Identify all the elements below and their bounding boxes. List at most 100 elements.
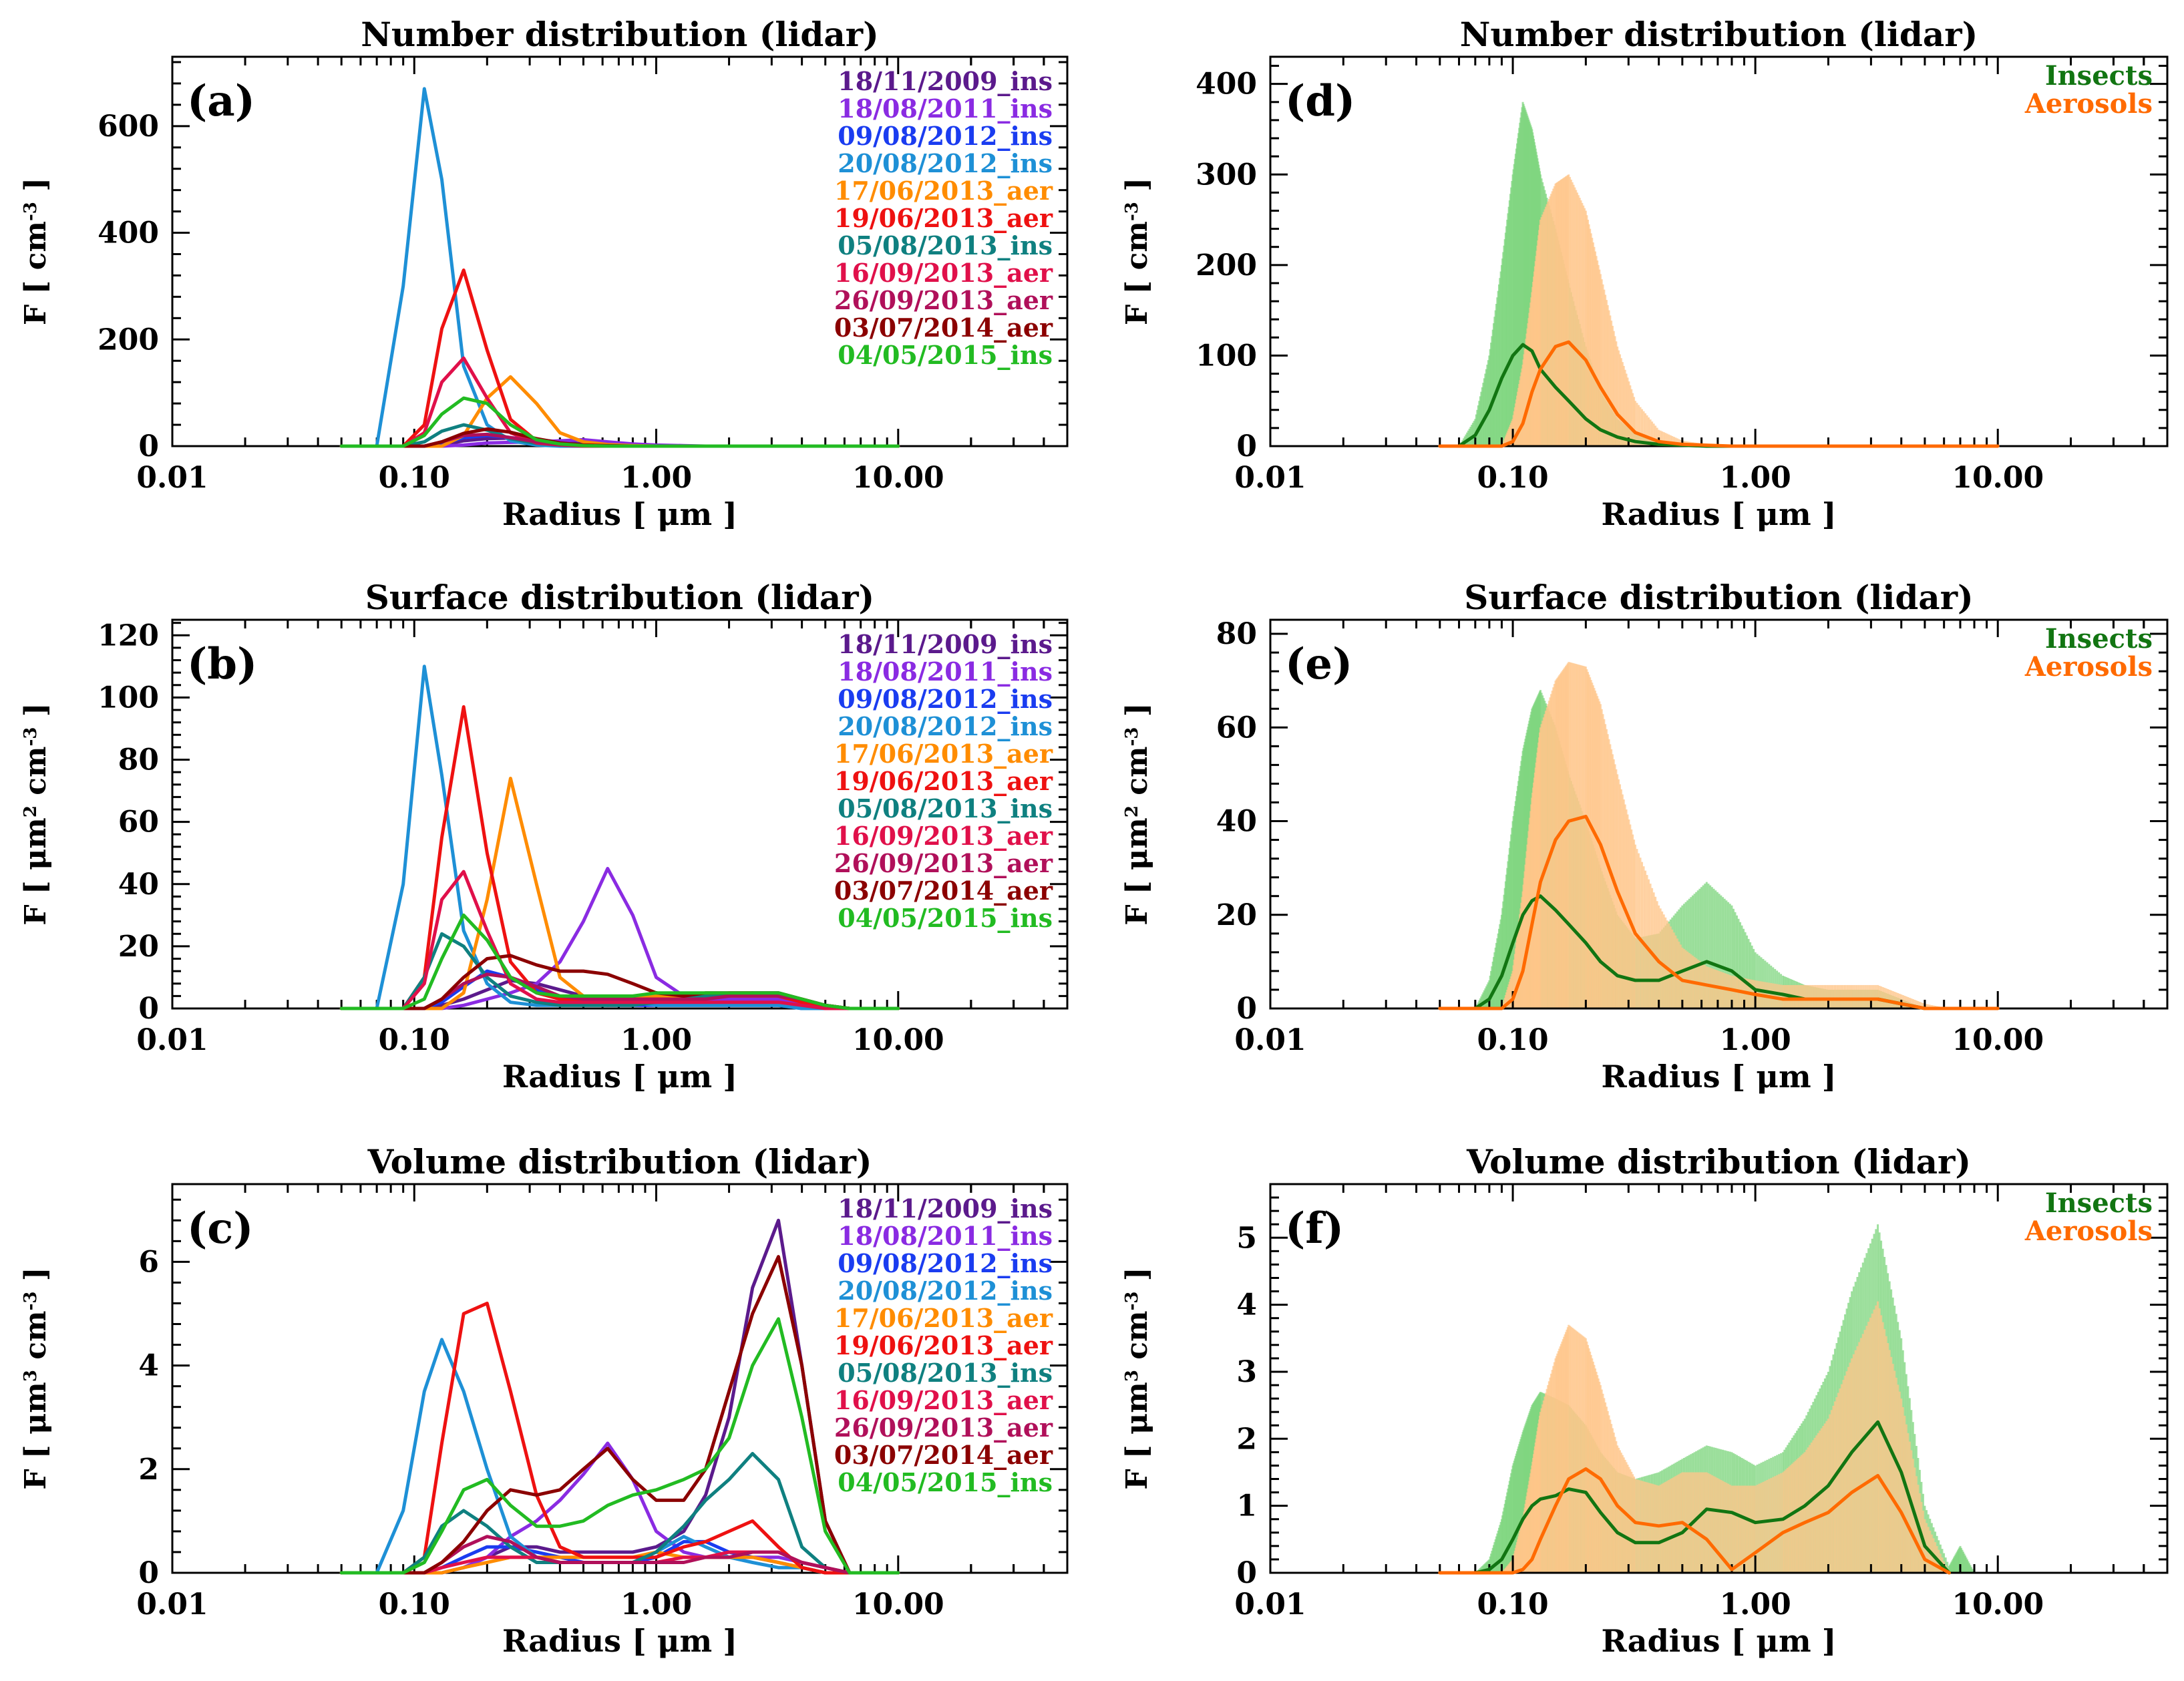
x-axis: 0.01 0.10 1.00 10.00 Radius [ μm ] <box>136 620 1069 1095</box>
legend-entry: 03/07/2014_aer <box>834 313 1053 343</box>
x-axis-label: Radius [ μm ] <box>502 496 737 532</box>
y-tick-label: 600 <box>98 110 159 144</box>
series-line-04-05-2015-ins <box>339 1317 900 1575</box>
legend-entry: 20/08/2012_ins <box>838 148 1053 178</box>
legend-entry: 20/08/2012_ins <box>838 711 1053 741</box>
y-axis-label-sup: -3 <box>21 202 41 221</box>
y-axis-label-tail2: ] <box>1120 1267 1154 1291</box>
y-tick-label: 4 <box>1236 1288 1257 1322</box>
y-axis-label-tail: ] <box>19 178 53 202</box>
legend-entry: 04/05/2015_ins <box>838 903 1053 933</box>
legend-aerosols: Aerosols <box>2024 1216 2153 1247</box>
legend-entry: 18/08/2011_ins <box>838 94 1053 124</box>
series-group <box>1438 340 2000 448</box>
legend-entry: 19/06/2013_aer <box>834 203 1053 233</box>
legend-entry: 26/09/2013_aer <box>834 1413 1053 1443</box>
chart-title: Volume distribution (lidar) <box>367 1142 872 1181</box>
x-tick-label: 1.00 <box>620 461 692 495</box>
x-tick-label: 0.10 <box>379 1023 450 1057</box>
legend-entry: 17/06/2013_aer <box>834 176 1053 206</box>
y-tick-label: 0 <box>138 1556 159 1590</box>
y-tick-label: 80 <box>118 743 159 777</box>
y-axis-label-sup: 2 <box>21 805 41 817</box>
y-axis-label-tail: cm <box>19 746 53 805</box>
legend-entry: 05/08/2013_ins <box>838 793 1053 823</box>
legend-insects: Insects <box>2045 1187 2153 1219</box>
y-tick-label: 0 <box>1236 429 1257 463</box>
y-tick-label: 400 <box>1196 67 1257 102</box>
y-tick-label: 60 <box>1216 711 1257 745</box>
y-axis-label-sup2: -3 <box>1122 727 1142 747</box>
x-axis: 0.01 0.10 1.00 10.00 Radius [ μm ] <box>136 57 1069 532</box>
y-axis: 0 20 40 60 80 F [ μm2 cm-3 ] <box>1120 617 2167 1026</box>
legend-entry: 04/05/2015_ins <box>838 340 1053 370</box>
panel-letter: (d) <box>1285 76 1355 126</box>
legend-entry: 16/09/2013_aer <box>834 258 1053 288</box>
y-tick-label: 1 <box>1236 1489 1257 1523</box>
y-axis-label: F [ cm-3 ] <box>19 178 53 325</box>
series-line-18-08-2011-ins <box>339 867 900 1010</box>
series-line-19-06-2013-aer <box>339 705 900 1010</box>
series-line-04-05-2015-ins <box>339 396 900 448</box>
y-tick-label: 0 <box>138 992 159 1026</box>
legend-insects: Insects <box>2045 623 2153 655</box>
y-tick-label: 0 <box>138 429 159 463</box>
x-tick-label: 10.00 <box>852 1587 944 1622</box>
plot-frame <box>1269 618 2169 1010</box>
x-tick-label: 10.00 <box>1952 461 2044 495</box>
y-tick-label: 40 <box>118 868 159 902</box>
chart-panel-b: 0.01 0.10 1.00 10.00 Radius [ μm ] 0 20 40 60 80 1… <box>19 578 1069 1095</box>
legend-entry: 26/09/2013_aer <box>834 285 1053 315</box>
legend-entry: 17/06/2013_aer <box>834 739 1053 769</box>
legend-entry: 05/08/2013_ins <box>838 230 1053 260</box>
x-tick-label: 10.00 <box>1952 1587 2044 1622</box>
x-tick-label: 10.00 <box>1952 1023 2044 1057</box>
panel-letter: (f) <box>1285 1203 1344 1254</box>
y-axis-label-main: F [ μm <box>1120 1382 1154 1489</box>
series-line-20-08-2012-ins <box>339 87 900 448</box>
legend-entry: 09/08/2012_ins <box>838 121 1053 151</box>
x-tick-label: 1.00 <box>1720 1023 1791 1057</box>
y-axis: 0 200 400 600 F [ cm-3 ] <box>19 61 1067 463</box>
x-tick-label: 10.00 <box>852 1023 944 1057</box>
series-line-aerosols <box>1438 340 2000 448</box>
y-tick-label: 120 <box>98 618 159 652</box>
y-tick-label: 5 <box>1236 1221 1257 1255</box>
y-tick-label: 40 <box>1216 805 1257 839</box>
x-tick-label: 0.01 <box>1234 1023 1306 1057</box>
legend-entry: 26/09/2013_aer <box>834 848 1053 878</box>
legend-entry: 09/08/2012_ins <box>838 1248 1053 1278</box>
legend: 18/11/2009_ins18/08/2011_ins09/08/2012_i… <box>834 66 1053 370</box>
x-tick-label: 1.00 <box>620 1023 692 1057</box>
y-axis-label: F [ μm2 cm-3 ] <box>19 703 53 925</box>
x-tick-label: 0.01 <box>1234 461 1306 495</box>
legend-entry: 09/08/2012_ins <box>838 684 1053 714</box>
x-tick-label: 0.10 <box>1477 461 1548 495</box>
y-axis: 0 20 40 60 80 100 120 F [ μm2 cm-3 ] <box>19 618 1067 1026</box>
x-tick-label: 10.00 <box>852 461 944 495</box>
y-tick-label: 20 <box>1216 898 1257 932</box>
legend-entry: 03/07/2014_aer <box>834 876 1053 906</box>
panel-letter: (c) <box>187 1203 254 1254</box>
chart-title: Number distribution (lidar) <box>1460 15 1978 54</box>
legend-entry: 04/05/2015_ins <box>838 1467 1053 1497</box>
y-axis: 0 2 4 6 F [ μm3 cm-3 ] <box>19 1198 1067 1590</box>
y-axis-label-sup2: -3 <box>21 727 41 747</box>
series-line-aerosols <box>1438 815 2000 1010</box>
legend-insects: Insects <box>2045 60 2153 91</box>
legend-entry: 19/06/2013_aer <box>834 1330 1053 1360</box>
x-tick-label: 1.00 <box>620 1587 692 1622</box>
y-axis-label-tail2: ] <box>19 1267 53 1291</box>
y-axis-label-tail: cm <box>1120 1310 1154 1370</box>
x-axis: 0.01 0.10 1.00 10.00 Radius [ μm ] <box>1234 1184 2169 1659</box>
y-axis-label-main: F [ μm <box>1120 817 1154 925</box>
y-axis-label-tail2: ] <box>1120 703 1154 727</box>
band-aerosols <box>1501 1301 1949 1573</box>
series-group <box>339 1218 900 1575</box>
y-tick-label: 0 <box>1236 992 1257 1026</box>
x-axis-label: Radius [ μm ] <box>1602 1623 1837 1659</box>
y-axis: 0 100 200 300 400 F [ cm-3 ] <box>1120 65 2167 463</box>
y-axis-label-tail: ] <box>1120 178 1154 202</box>
y-axis-label-tail2: ] <box>19 703 53 727</box>
